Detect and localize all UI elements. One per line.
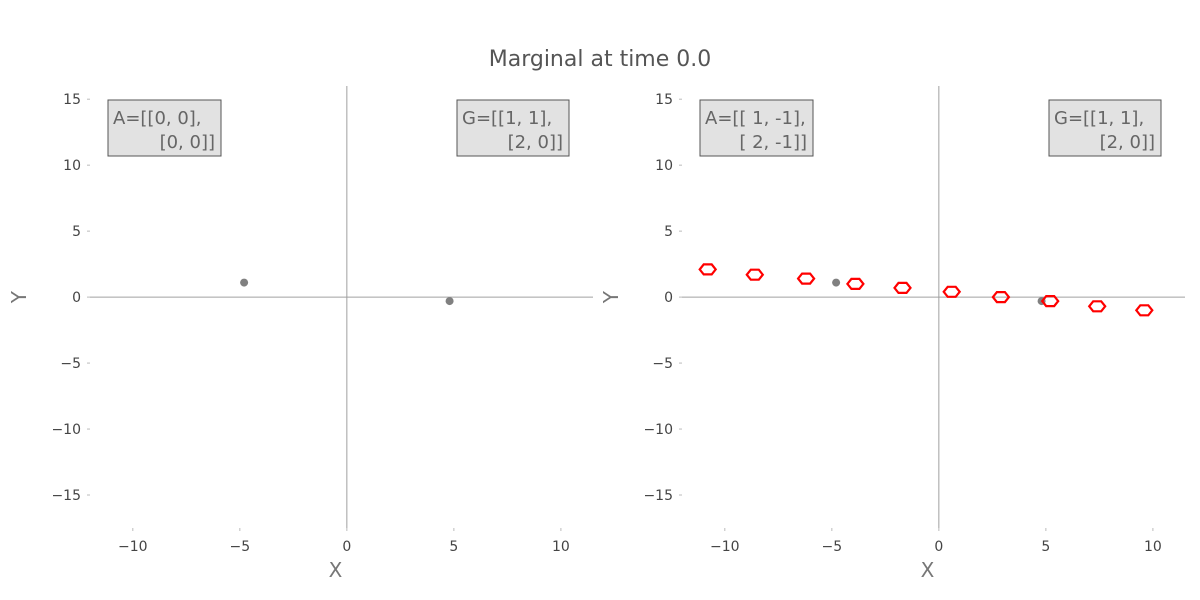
y-tick-label: −15 [51, 488, 81, 504]
matrix-g-box-line-1: G=[[1, 1], [1054, 108, 1144, 129]
y-tick-label: 10 [63, 158, 81, 174]
x-tick-label: −5 [822, 539, 843, 555]
matrix-g-box: G=[[1, 1], [2, 0]] [456, 99, 570, 157]
panel-2: −15 −10 −5 0 5 10 15 −10 −5 0 5 10 X Y A=[[ 1, -1], [ 2… [599, 86, 1185, 582]
x-tick-label: 5 [1041, 539, 1050, 555]
panel-1: −15 −10 −5 0 5 10 15 −10 −5 0 5 10 X Y A=[[0, 0], [0, 0… [7, 86, 593, 582]
matrix-g-box-line-2: [2, 0]] [1100, 132, 1155, 153]
y-tick-label: 5 [664, 224, 673, 240]
hexagon-marker [698, 263, 718, 276]
hexagon-marker [1040, 295, 1060, 308]
hexagon-marker [845, 277, 865, 290]
y-tick-label: −15 [643, 488, 673, 504]
matrix-a-box-frame [107, 99, 222, 157]
y-tick-label: 15 [655, 92, 673, 108]
x-axis-label: X [329, 558, 343, 582]
x-tick-label: 10 [1144, 539, 1162, 555]
y-tick-label: 15 [63, 92, 81, 108]
matrix-g-box-frame [456, 99, 570, 157]
matrix-g-box-line-2: [2, 0]] [508, 132, 563, 153]
y-axis-label: Y [7, 290, 31, 304]
x-axis-label: X [921, 558, 935, 582]
x-tick-label: 0 [342, 539, 351, 555]
x-tick-label: 0 [934, 539, 943, 555]
y-tick-label: −5 [652, 356, 673, 372]
x-tick-label: 10 [552, 539, 570, 555]
matrix-a-box-line-2: [ 2, -1]] [739, 132, 807, 153]
y-tick-label: −10 [51, 422, 81, 438]
data-point [832, 278, 841, 287]
data-point [240, 278, 249, 287]
hexagon-marker [745, 268, 765, 281]
x-tick-label: −10 [118, 539, 148, 555]
matrix-a-box: A=[[0, 0], [0, 0]] [107, 99, 222, 157]
matrix-g-box: G=[[1, 1], [2, 0]] [1048, 99, 1162, 157]
hexagon-marker [1134, 304, 1154, 317]
hexagon-marker [893, 281, 912, 294]
x-tick-label: −5 [230, 539, 251, 555]
matrix-a-box: A=[[ 1, -1], [ 2, -1]] [699, 99, 814, 157]
matrix-a-box-line-2: [0, 0]] [160, 132, 215, 153]
y-tick-label: −5 [60, 356, 81, 372]
matrix-a-box-line-1: A=[[ 1, -1], [705, 108, 806, 129]
matrix-a-box-frame [699, 99, 814, 157]
figure-title: Marginal at time 0.0 [489, 47, 712, 72]
hexagon-marker [991, 291, 1011, 304]
x-tick-label: 5 [449, 539, 458, 555]
hexagon-marker [796, 272, 816, 285]
y-tick-label: −10 [643, 422, 673, 438]
y-axis-label: Y [599, 290, 623, 304]
hexagon-marker [942, 285, 962, 298]
matrix-g-box-frame [1048, 99, 1162, 157]
y-tick-label: 0 [664, 290, 673, 306]
hexagon-marker [1087, 300, 1107, 313]
matrix-g-box-line-1: G=[[1, 1], [462, 108, 552, 129]
y-tick-label: 5 [72, 224, 81, 240]
y-tick-label: 0 [72, 290, 81, 306]
matrix-a-box-line-1: A=[[0, 0], [113, 108, 202, 129]
y-tick-label: 10 [655, 158, 673, 174]
x-tick-label: −10 [710, 539, 740, 555]
data-point [445, 297, 454, 306]
